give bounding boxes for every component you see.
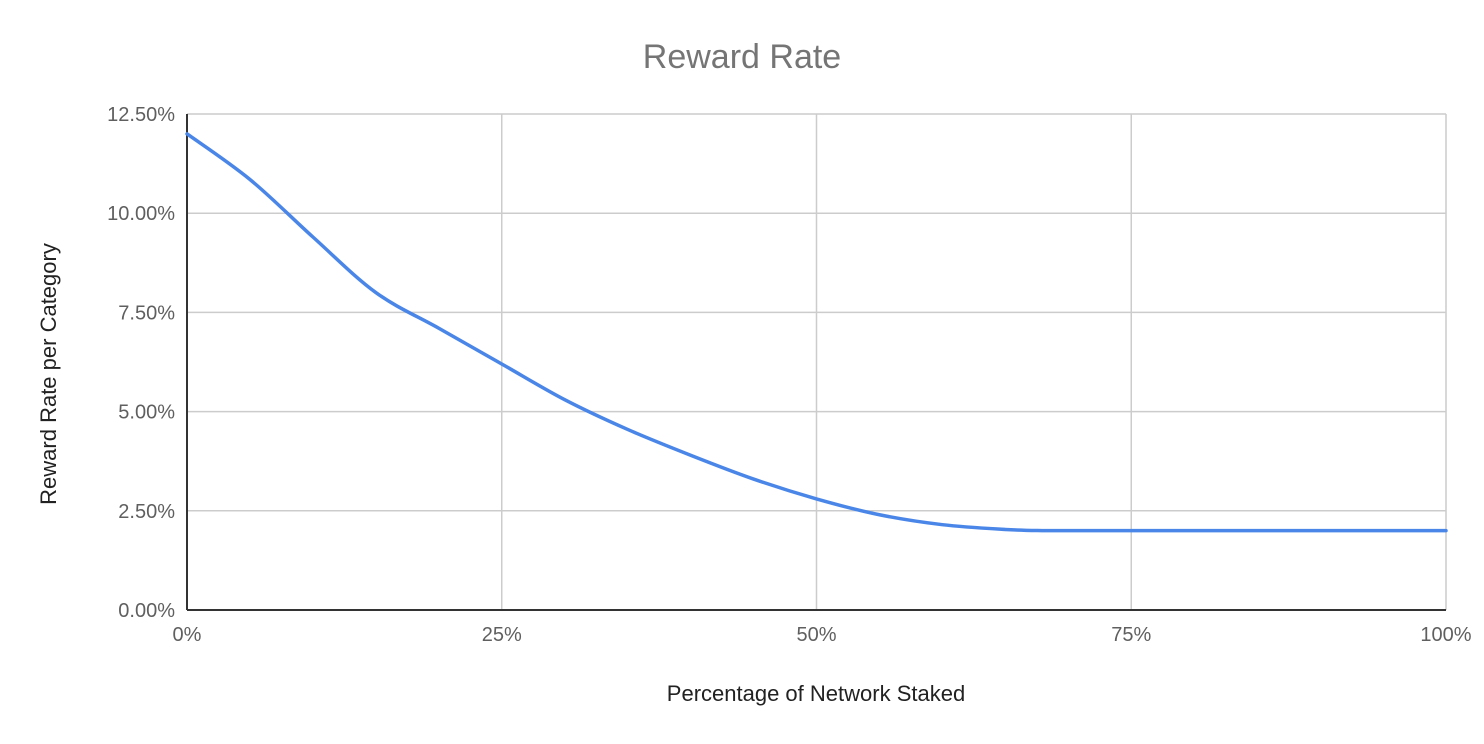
y-tick-label: 0.00% xyxy=(118,600,175,622)
x-tick-label: 100% xyxy=(1420,624,1471,646)
series-line xyxy=(185,132,1448,533)
y-axis-title: Reward Rate per Category xyxy=(36,243,61,505)
y-tick-label: 2.50% xyxy=(118,501,175,523)
y-tick-label: 12.50% xyxy=(107,104,175,126)
chart-title: Reward Rate xyxy=(643,38,841,76)
grid-layer xyxy=(187,113,1447,610)
y-tick-label: 10.00% xyxy=(107,203,175,225)
axis-layer xyxy=(186,114,1446,611)
y-tick-label: 5.00% xyxy=(118,402,175,424)
x-tick-label: 50% xyxy=(796,624,836,646)
y-tick-label: 7.50% xyxy=(118,302,175,324)
series-layer xyxy=(185,132,1448,533)
tick-layer: 0.00% 2.50% 5.00% 7.50% 10.00% 12.50% 0% 25% 50%… xyxy=(107,104,1472,646)
x-tick-label: 25% xyxy=(482,624,522,646)
x-tick-label: 75% xyxy=(1111,624,1151,646)
x-tick-label: 0% xyxy=(173,624,202,646)
x-axis-title: Percentage of Network Staked xyxy=(667,681,965,706)
